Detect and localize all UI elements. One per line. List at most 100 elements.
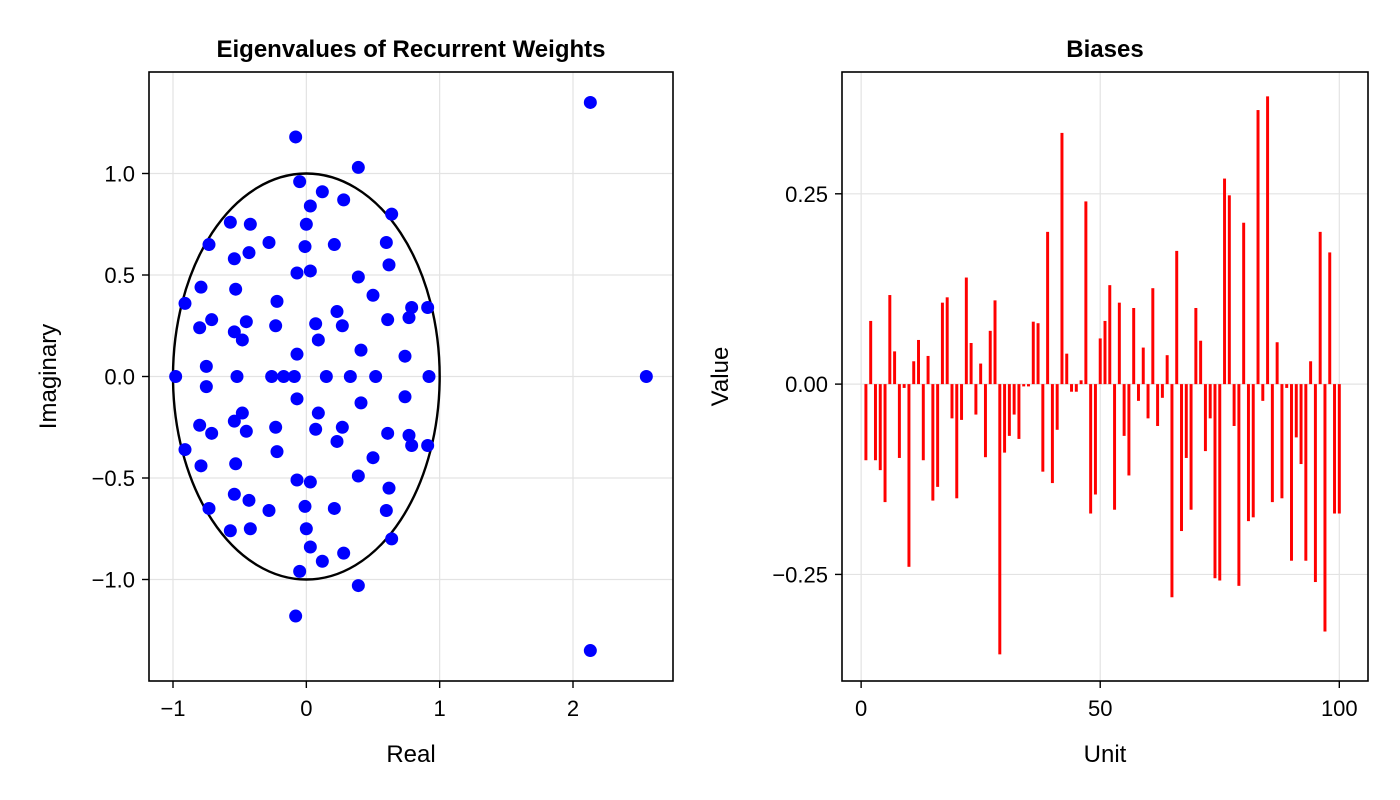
eigenvalue-point bbox=[243, 217, 257, 231]
eigenvalue-marks bbox=[169, 95, 653, 658]
bias-bar bbox=[1027, 384, 1030, 387]
bias-bar bbox=[998, 384, 1002, 655]
eigenvalue-y-tick-label: −0.5 bbox=[92, 466, 135, 491]
eigenvalue-point bbox=[235, 406, 249, 420]
bias-bar bbox=[864, 384, 868, 461]
eigenvalue-point bbox=[351, 469, 365, 483]
biases-marks bbox=[864, 96, 1341, 655]
bias-bar bbox=[983, 384, 987, 458]
bias-bar bbox=[1036, 323, 1040, 385]
eigenvalue-point bbox=[337, 193, 351, 207]
bias-bar bbox=[1280, 384, 1284, 499]
eigenvalue-point bbox=[366, 451, 380, 465]
bias-bar bbox=[1304, 384, 1308, 561]
bias-bar bbox=[1146, 384, 1150, 419]
bias-bar bbox=[1275, 342, 1279, 385]
eigenvalue-point bbox=[202, 501, 216, 515]
bias-bar bbox=[1093, 384, 1097, 495]
bias-bar bbox=[1003, 384, 1007, 453]
bias-bar bbox=[931, 384, 935, 501]
eigenvalue-point bbox=[421, 300, 435, 314]
biases-ticks: 0 50 100 −0.25 0.00 0.25 bbox=[772, 182, 1357, 721]
eigenvalue-y-tick-label: 1.0 bbox=[104, 162, 135, 187]
bias-bar bbox=[1065, 353, 1069, 385]
eigenvalue-point bbox=[405, 300, 419, 314]
eigenvalue-point bbox=[290, 473, 304, 487]
biases-y-tick-label: 0.25 bbox=[785, 182, 828, 207]
bias-bar bbox=[902, 384, 906, 388]
eigenvalue-point bbox=[382, 258, 396, 272]
eigenvalue-point bbox=[199, 359, 213, 373]
bias-bar bbox=[1070, 384, 1074, 392]
eigenvalue-y-axis-label: Imaginary bbox=[35, 324, 62, 429]
bias-bar bbox=[969, 343, 973, 385]
eigenvalue-point bbox=[229, 457, 243, 471]
eigenvalue-point bbox=[194, 459, 208, 473]
bias-bar bbox=[1151, 288, 1155, 385]
bias-bar bbox=[1266, 96, 1270, 385]
eigenvalue-ticks: −1 0 1 2 −1.0 −0.5 0.0 0.5 1.0 bbox=[92, 162, 580, 722]
bias-bar bbox=[1208, 384, 1212, 419]
bias-bar bbox=[974, 384, 978, 415]
bias-bar bbox=[1309, 361, 1313, 385]
bias-bar bbox=[869, 320, 873, 385]
eigenvalue-point bbox=[290, 347, 304, 361]
eigenvalue-point bbox=[311, 406, 325, 420]
biases-panel: 0 50 100 −0.25 0.00 0.25 Biases Unit Value bbox=[707, 36, 1369, 768]
eigenvalue-point bbox=[265, 370, 279, 383]
eigenvalue-point bbox=[202, 238, 216, 252]
bias-bar bbox=[1194, 307, 1198, 385]
eigenvalue-point bbox=[381, 426, 395, 440]
eigenvalue-point bbox=[369, 370, 383, 383]
bias-bar bbox=[1184, 384, 1188, 458]
bias-bar bbox=[1089, 384, 1093, 514]
eigenvalue-point bbox=[327, 238, 341, 252]
eigenvalue-point bbox=[298, 499, 312, 513]
bias-bar bbox=[893, 351, 897, 385]
bias-bar bbox=[1041, 384, 1045, 472]
eigenvalue-x-tick-label: 0 bbox=[300, 696, 312, 721]
eigenvalue-point bbox=[235, 333, 249, 347]
bias-bar bbox=[1103, 320, 1107, 385]
eigenvalue-point bbox=[227, 414, 241, 428]
eigenvalue-point bbox=[309, 317, 323, 331]
eigenvalue-point bbox=[354, 343, 368, 357]
eigenvalue-y-tick-label: 0.5 bbox=[104, 263, 135, 288]
biases-x-tick-label: 100 bbox=[1321, 696, 1358, 721]
bias-bar bbox=[921, 384, 925, 461]
bias-bar bbox=[1055, 384, 1059, 430]
eigenvalue-point bbox=[303, 199, 317, 213]
bias-bar bbox=[1007, 384, 1011, 436]
biases-y-axis-label: Value bbox=[707, 347, 734, 407]
eigenvalue-point bbox=[379, 236, 393, 250]
eigenvalue-point bbox=[354, 396, 368, 410]
bias-bar bbox=[1285, 384, 1289, 388]
bias-bar bbox=[1203, 384, 1207, 452]
bias-bar bbox=[1313, 384, 1317, 583]
eigenvalue-point bbox=[193, 418, 207, 432]
eigenvalue-point bbox=[303, 475, 317, 489]
eigenvalue-point bbox=[242, 246, 256, 260]
bias-bar bbox=[878, 384, 882, 471]
eigenvalue-point bbox=[293, 564, 307, 578]
eigenvalue-point bbox=[402, 311, 416, 325]
eigenvalue-point bbox=[199, 380, 213, 394]
bias-bar bbox=[1156, 384, 1160, 426]
eigenvalue-point bbox=[269, 319, 283, 333]
bias-bar bbox=[1218, 384, 1222, 581]
bias-bar bbox=[1175, 250, 1179, 385]
eigenvalue-point bbox=[337, 546, 351, 560]
eigenvalue-point bbox=[178, 296, 192, 310]
bias-bar bbox=[1232, 384, 1236, 426]
bias-bar bbox=[1189, 384, 1193, 510]
bias-bar bbox=[1213, 384, 1217, 579]
bias-bar bbox=[945, 297, 949, 385]
eigenvalue-grid bbox=[149, 72, 673, 681]
eigenvalue-point bbox=[351, 160, 365, 174]
bias-bar bbox=[1299, 384, 1303, 465]
eigenvalue-point bbox=[327, 501, 341, 515]
eigenvalue-point bbox=[330, 434, 344, 448]
eigenvalue-y-tick-label: 0.0 bbox=[104, 365, 135, 390]
eigenvalue-point bbox=[366, 288, 380, 302]
eigenvalue-point bbox=[270, 294, 284, 308]
